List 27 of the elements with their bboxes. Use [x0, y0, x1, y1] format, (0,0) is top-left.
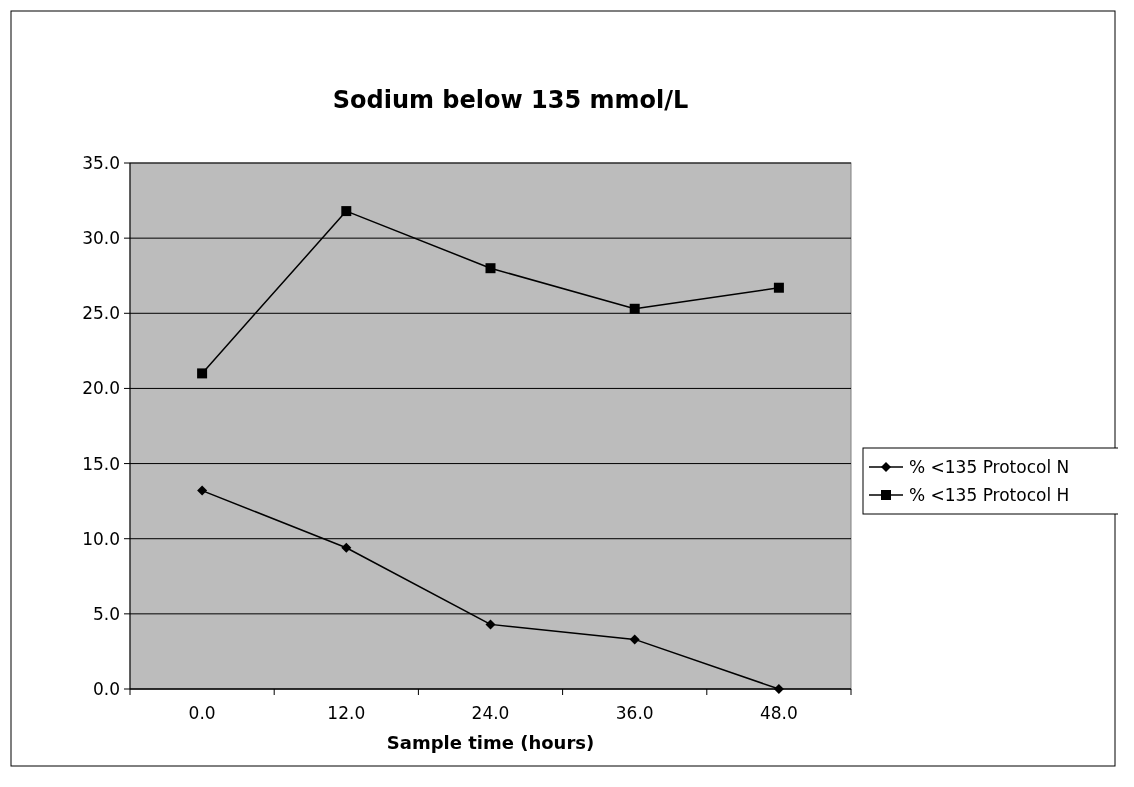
x-axis-title: Sample time (hours) — [386, 732, 595, 753]
x-tick-label: 0.0 — [188, 703, 216, 723]
point — [629, 634, 640, 645]
chart-title: Sodium below 135 mmol/L — [332, 86, 689, 114]
x-tick-label: 12.0 — [327, 703, 366, 723]
point — [341, 542, 352, 553]
y-tick-label: 30.0 — [82, 228, 120, 249]
y-tick-label: 0.0 — [92, 678, 120, 699]
point — [485, 619, 496, 630]
x-tick-label: 24.0 — [471, 703, 510, 723]
y-tick-label: 20.0 — [82, 378, 120, 399]
legend-label: % <135 Protocol H — [909, 484, 1070, 505]
point — [629, 303, 640, 314]
point — [773, 684, 784, 694]
y-tick-label: 25.0 — [82, 303, 120, 324]
x-tick-label: 48.0 — [759, 703, 798, 723]
point — [485, 263, 496, 274]
point — [197, 368, 208, 379]
y-tick-label: 35.0 — [82, 152, 120, 173]
legend-label: % <135 Protocol N — [909, 456, 1070, 477]
point — [197, 485, 208, 496]
point — [773, 282, 784, 293]
x-tick-label: 36.0 — [615, 703, 654, 723]
y-tick-label: 15.0 — [82, 453, 120, 474]
y-tick-label: 5.0 — [92, 603, 120, 624]
point — [341, 206, 352, 217]
y-tick-label: 10.0 — [82, 528, 120, 549]
